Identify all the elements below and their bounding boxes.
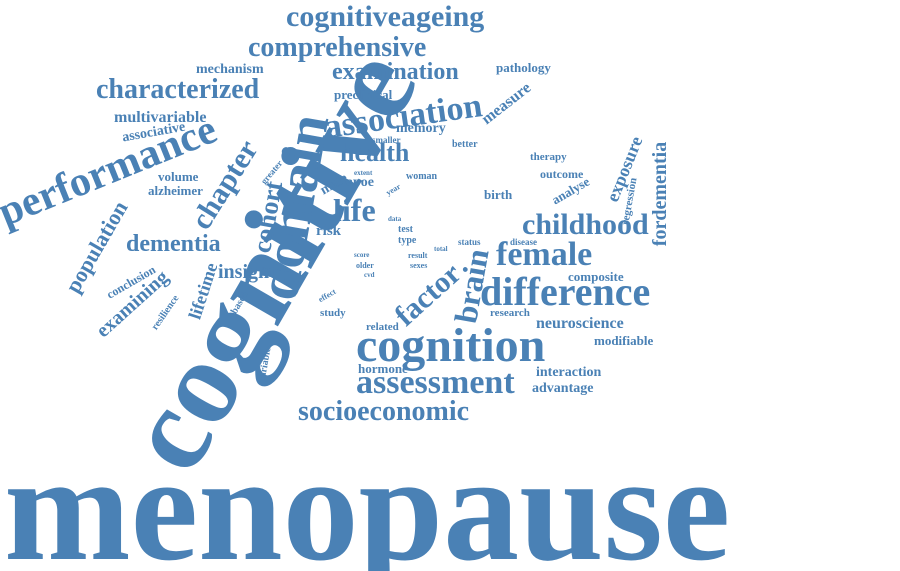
word-related: related bbox=[366, 321, 399, 333]
word-smaller: smaller bbox=[372, 135, 401, 145]
word-socioeconomic: socioeconomic bbox=[298, 396, 470, 427]
word-test: test bbox=[398, 224, 413, 235]
word-research: research bbox=[490, 307, 530, 319]
word-difference: difference bbox=[480, 269, 651, 314]
word-hormone: hormone bbox=[358, 361, 408, 376]
word-fordementia: fordementia bbox=[649, 141, 672, 247]
word-menopause: menopause bbox=[4, 424, 731, 571]
word-advantage: advantage bbox=[532, 381, 594, 396]
word-cognitiveageing: cognitiveageing bbox=[286, 0, 485, 33]
word-characterized: characterized bbox=[96, 74, 260, 105]
word-woman: woman bbox=[406, 171, 438, 182]
word-composite: composite bbox=[568, 269, 624, 284]
word-status: status bbox=[458, 237, 481, 247]
word-preclinical: preclinical bbox=[334, 87, 393, 102]
word-memory: memory bbox=[396, 121, 446, 136]
word-examination: examination bbox=[332, 59, 459, 85]
word-measure: measure bbox=[478, 79, 535, 128]
word-neuroscience: neuroscience bbox=[536, 315, 624, 332]
word-cvd: cvd bbox=[364, 271, 375, 279]
word-extent: extent bbox=[354, 169, 373, 177]
word-birth: birth bbox=[484, 187, 513, 202]
word-multivariable: multivariable bbox=[114, 109, 207, 126]
word-assessment: assessment bbox=[356, 364, 515, 401]
word-childhood: childhood bbox=[522, 208, 649, 241]
word-therapy: therapy bbox=[530, 151, 567, 163]
word-pathology: pathology bbox=[496, 60, 551, 75]
word-interaction: interaction bbox=[536, 365, 602, 380]
word-type: type bbox=[398, 235, 417, 246]
word-cognition: cognition bbox=[356, 319, 546, 372]
word-result: result bbox=[408, 251, 428, 260]
word-modifiable: modifiable bbox=[594, 333, 654, 348]
word-volume: volume bbox=[158, 169, 199, 184]
word-female: female bbox=[496, 236, 593, 273]
word-apoe: apoe bbox=[346, 175, 374, 190]
word-score: score bbox=[354, 251, 370, 259]
word-study: study bbox=[320, 307, 346, 319]
word-dementia-1: dementia bbox=[126, 231, 221, 257]
word-better: better bbox=[452, 139, 478, 150]
word-total: total bbox=[434, 245, 448, 253]
word-data: data bbox=[388, 215, 402, 223]
word-disease: disease bbox=[510, 237, 537, 247]
word-sexes: sexes bbox=[410, 261, 428, 270]
word-older: older bbox=[356, 261, 374, 270]
word-mechanism: mechanism bbox=[196, 62, 264, 77]
word-life: life bbox=[333, 192, 376, 228]
word-comprehensive: comprehensive bbox=[248, 32, 427, 63]
word-outcome: outcome bbox=[540, 167, 584, 181]
word-insight: insight bbox=[218, 261, 276, 283]
word-alzheimer: alzheimer bbox=[148, 183, 203, 198]
word-health: health bbox=[340, 138, 410, 167]
word-risk: risk bbox=[316, 223, 342, 239]
